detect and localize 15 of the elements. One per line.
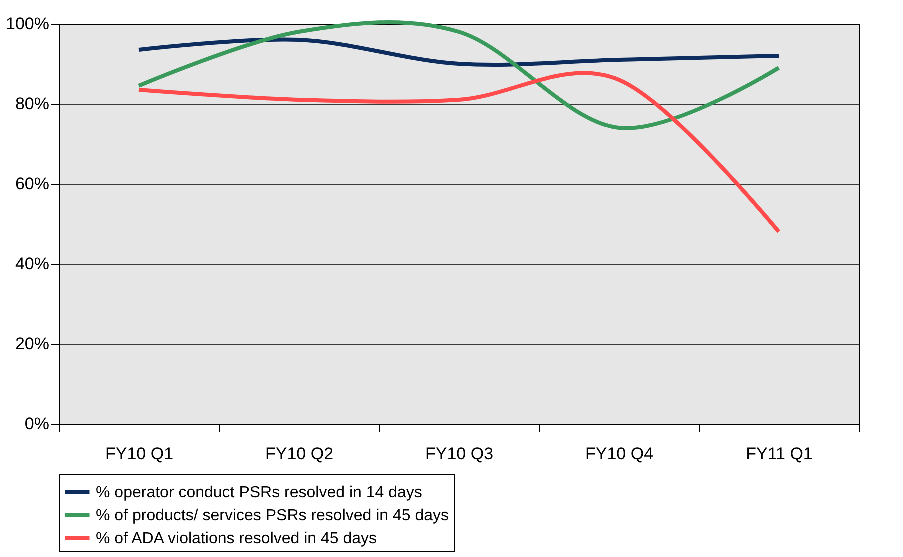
- legend-label: % of products/ services PSRs resolved in 45 days: [96, 508, 450, 524]
- x-tick-label: FY10 Q4: [585, 444, 654, 464]
- x-tick-label: FY11 Q1: [746, 444, 813, 464]
- y-tick-label: 0%: [24, 414, 50, 434]
- y-tick-label: 20%: [15, 334, 50, 354]
- y-tick-label: 40%: [15, 254, 50, 274]
- y-tick-label: 80%: [15, 94, 50, 114]
- x-tick-label: FY10 Q3: [425, 444, 494, 464]
- x-tick-label: FY10 Q2: [265, 444, 334, 464]
- legend-label: % of ADA violations resolved in 45 days: [96, 530, 378, 548]
- y-tick-label: 100%: [6, 14, 50, 34]
- legend-label: % operator conduct PSRs resolved in 14 days: [96, 484, 422, 502]
- line-series: [137, 38, 781, 67]
- y-tick-label: 60%: [15, 174, 50, 194]
- x-tick-label: FY10 Q1: [105, 444, 174, 464]
